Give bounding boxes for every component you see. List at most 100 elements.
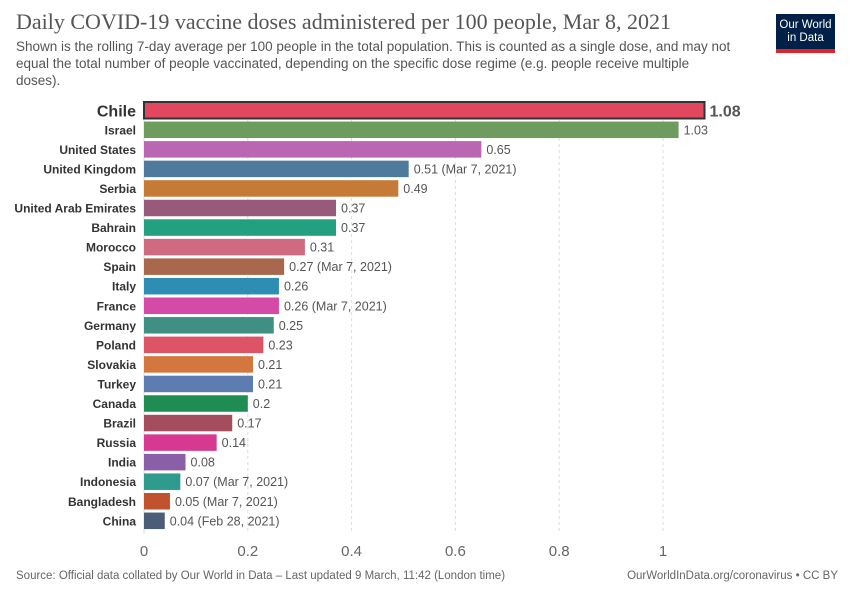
owid-logo[interactable]: Our World in Data	[776, 14, 835, 53]
value-label: 0.31	[310, 241, 334, 255]
category-label: France	[97, 299, 137, 313]
value-label: 0.23	[268, 338, 292, 352]
x-tick-label: 1	[659, 543, 667, 560]
bar[interactable]	[144, 375, 253, 393]
value-label: 0.05 (Mar 7, 2021)	[175, 495, 278, 509]
bar-row[interactable]: United States 0.65	[59, 141, 511, 158]
bar-row[interactable]: Turkey 0.21	[98, 375, 283, 393]
category-label: Indonesia	[80, 475, 136, 489]
bar[interactable]	[144, 453, 186, 471]
bar[interactable]	[144, 336, 264, 354]
bar-row[interactable]: India 0.08	[108, 453, 215, 471]
bar[interactable]	[144, 141, 482, 158]
bar-row[interactable]: Italy 0.26	[112, 277, 308, 295]
bar-row[interactable]: Indonesia 0.07 (Mar 7, 2021)	[80, 473, 288, 490]
x-tick-label: 0	[140, 543, 148, 560]
bar[interactable]	[144, 434, 217, 451]
value-label: 0.51 (Mar 7, 2021)	[414, 162, 517, 176]
value-label: 0.21	[258, 358, 282, 372]
category-label: Germany	[84, 319, 136, 333]
bar[interactable]	[144, 180, 399, 197]
bar-row[interactable]: Serbia 0.49	[99, 180, 428, 197]
value-label: 0.37	[341, 202, 365, 216]
bar[interactable]	[144, 277, 279, 295]
bar-row[interactable]: China 0.04 (Feb 28, 2021)	[103, 512, 280, 530]
value-label: 0.49	[403, 182, 427, 196]
value-label: 0.37	[341, 221, 365, 235]
category-label: United Kingdom	[43, 162, 136, 176]
value-label: 0.07 (Mar 7, 2021)	[185, 475, 288, 489]
bar[interactable]	[144, 414, 233, 432]
bar[interactable]	[144, 395, 248, 412]
bar[interactable]	[144, 121, 679, 139]
category-label: United States	[59, 143, 136, 157]
category-label: Bahrain	[91, 221, 136, 235]
bar[interactable]	[144, 258, 285, 275]
bar-row[interactable]: Israel 1.03	[105, 121, 708, 139]
x-tick-label: 0.4	[341, 543, 362, 560]
bar[interactable]	[144, 199, 337, 217]
category-label: Israel	[105, 123, 136, 137]
bar[interactable]	[144, 493, 170, 510]
bar[interactable]	[144, 160, 409, 178]
bar-row[interactable]: United Arab Emirates 0.37	[14, 199, 365, 217]
x-tick-label: 0.8	[549, 543, 570, 560]
chart-subtitle: Shown is the rolling 7-day average per 1…	[16, 39, 731, 88]
chart-title: Daily COVID-19 vaccine doses administere…	[16, 9, 671, 34]
value-label: 0.14	[222, 436, 246, 450]
category-label: Serbia	[99, 182, 136, 196]
value-label: 0.26	[284, 280, 308, 294]
bar-row[interactable]: Slovakia 0.21	[87, 356, 282, 373]
category-label: India	[108, 456, 136, 470]
category-label: Spain	[103, 260, 136, 274]
bar-row[interactable]: Germany 0.25	[84, 317, 303, 334]
value-label: 0.2	[253, 397, 270, 411]
value-label: 1.08	[710, 103, 741, 120]
bar[interactable]	[143, 101, 706, 120]
bar-row[interactable]: Russia 0.14	[97, 434, 246, 451]
bar[interactable]	[144, 512, 165, 530]
bar[interactable]	[144, 356, 253, 373]
category-label: Bangladesh	[68, 495, 136, 509]
category-label: Canada	[93, 397, 137, 411]
bar-row[interactable]: Canada 0.2	[93, 395, 271, 412]
logo-line-2: in Data	[787, 31, 824, 44]
x-tick-label: 0.6	[445, 543, 466, 560]
license-label[interactable]: • CC BY	[795, 570, 838, 582]
value-label: 0.17	[237, 417, 261, 431]
bar[interactable]	[144, 238, 305, 256]
category-label: Italy	[112, 280, 136, 294]
source-link[interactable]: OurWorldInData.org/coronavirus	[627, 570, 793, 582]
source-note: Source: Official data collated by Our Wo…	[16, 570, 506, 582]
category-label: Morocco	[86, 241, 136, 255]
bar[interactable]	[144, 317, 274, 334]
category-label: Brazil	[103, 417, 136, 431]
bar-row[interactable]: Bahrain 0.37	[91, 219, 365, 236]
bar-row[interactable]: Bangladesh 0.05 (Mar 7, 2021)	[68, 493, 278, 510]
value-label: 0.04 (Feb 28, 2021)	[170, 514, 280, 528]
category-label: Russia	[97, 436, 137, 450]
bar-row[interactable]: Brazil 0.17	[103, 414, 262, 432]
value-label: 0.26 (Mar 7, 2021)	[284, 299, 387, 313]
bar-row[interactable]: Chile 1.08	[97, 101, 741, 120]
category-label: Turkey	[98, 377, 137, 391]
category-label: Chile	[97, 103, 136, 120]
category-label: Poland	[96, 338, 136, 352]
category-label: Slovakia	[87, 358, 136, 372]
bar-row[interactable]: Morocco 0.31	[86, 238, 334, 256]
value-label: 0.65	[486, 143, 510, 157]
x-tick-label: 0.2	[237, 543, 258, 560]
bar[interactable]	[144, 473, 181, 490]
bar[interactable]	[144, 219, 337, 236]
logo-line-1: Our World	[779, 18, 832, 31]
bar-row[interactable]: United Kingdom 0.51 (Mar 7, 2021)	[43, 160, 517, 178]
bar-row[interactable]: France 0.26 (Mar 7, 2021)	[97, 297, 387, 315]
category-label: China	[103, 514, 137, 528]
value-label: 0.25	[279, 319, 303, 333]
bar-row[interactable]: Poland 0.23	[96, 336, 293, 354]
bar-row[interactable]: Spain 0.27 (Mar 7, 2021)	[103, 258, 392, 275]
bar[interactable]	[144, 297, 279, 315]
value-label: 0.08	[191, 456, 215, 470]
category-label: United Arab Emirates	[14, 202, 136, 216]
